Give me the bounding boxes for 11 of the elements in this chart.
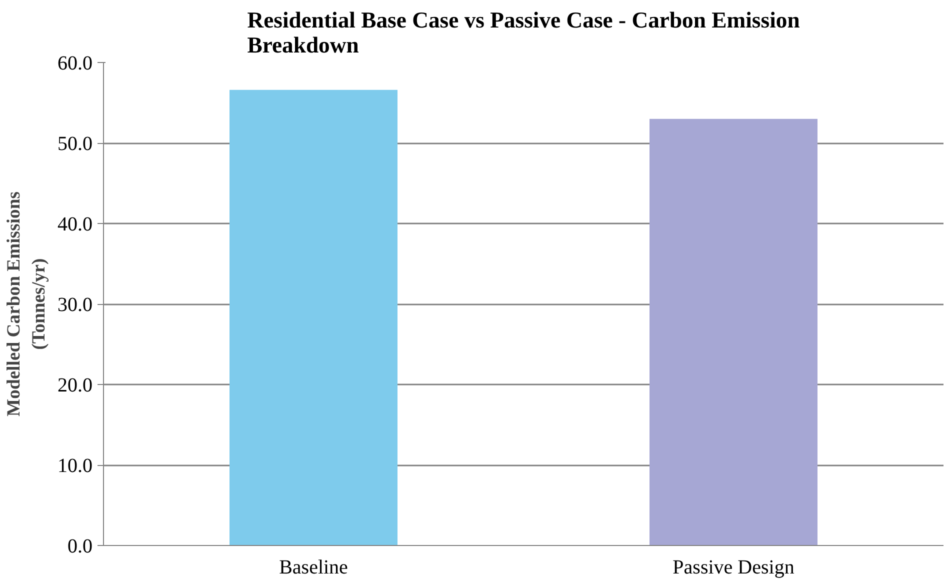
y-tick-label: 60.0: [58, 52, 92, 74]
y-tick-label: 10.0: [58, 455, 92, 477]
chart-title: Residential Base Case vs Passive Case - Carbon Emission Breakdown: [247, 8, 800, 58]
y-tick-label: 50.0: [58, 133, 92, 155]
y-tick-label: 40.0: [58, 214, 92, 236]
y-tick-label: 20.0: [58, 374, 92, 396]
x-tick-label: Baseline: [279, 556, 348, 578]
y-tick-label: 30.0: [58, 294, 92, 316]
x-tick-label: Passive Design: [672, 556, 794, 578]
y-tick-label: 0.0: [68, 536, 92, 558]
y-axis-title: Modelled Carbon Emissions (Tonnes/yr): [3, 192, 50, 416]
